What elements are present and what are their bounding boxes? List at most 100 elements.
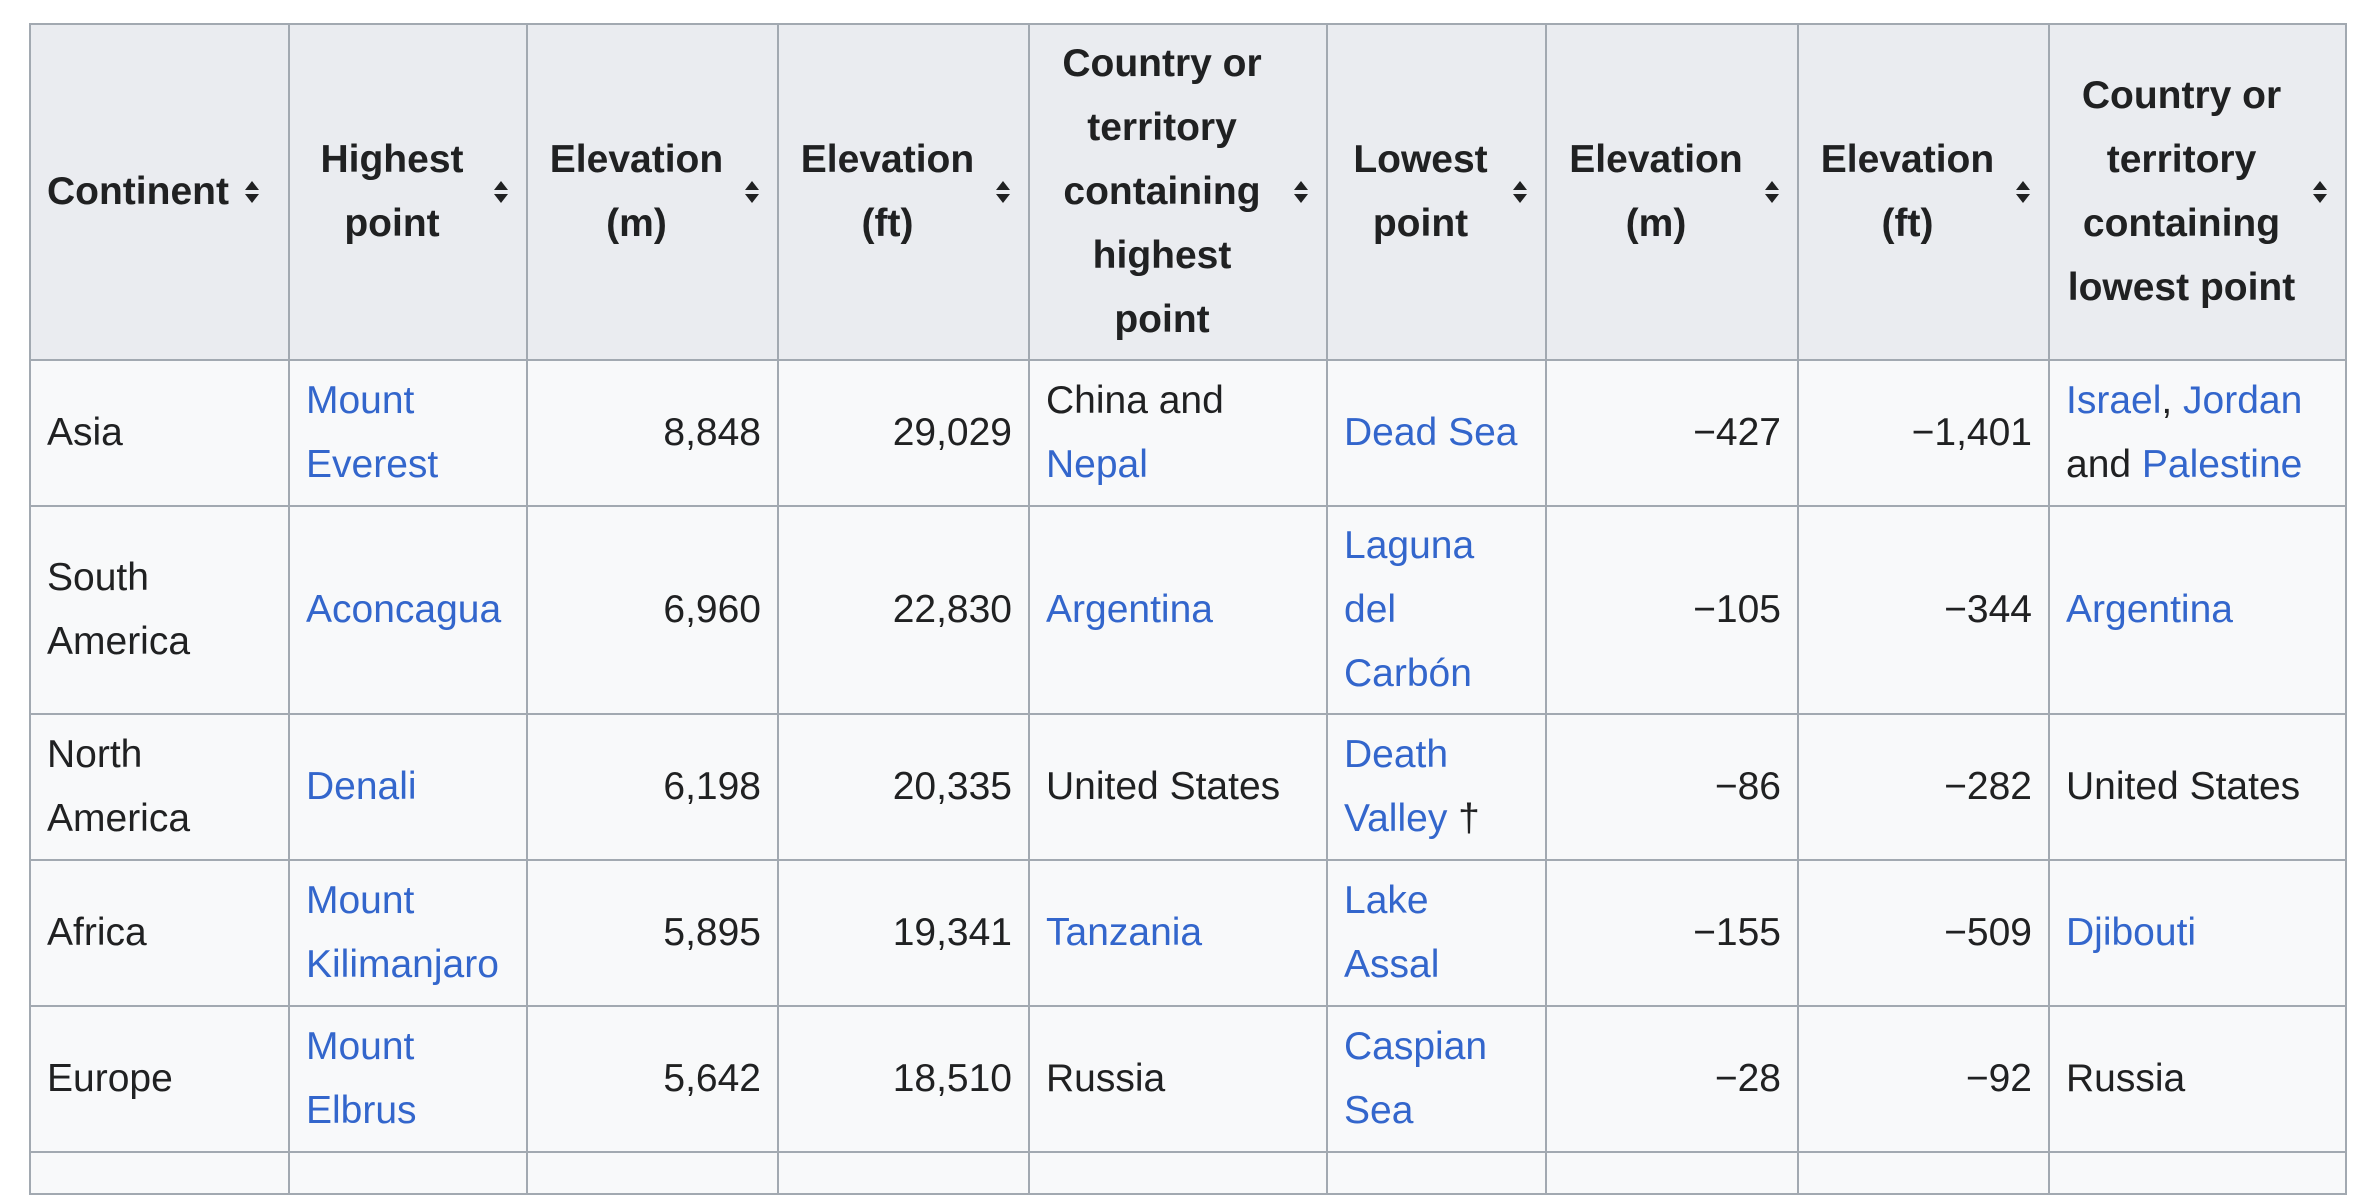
highest-point-link[interactable]: Mount Elbrus — [306, 1025, 417, 1132]
cell-high-ft: 20,335 — [777, 713, 1030, 861]
cell-empty — [1326, 1151, 1547, 1195]
cell-high-country: China and Nepal — [1028, 359, 1328, 507]
header-label: Highest point — [320, 138, 464, 245]
sort-up-down-icon[interactable] — [1763, 179, 1781, 205]
sort-up-down-icon[interactable] — [2014, 179, 2032, 205]
cell-lowest-point: Lake Assal — [1326, 859, 1547, 1007]
header-continent[interactable]: Continent — [29, 23, 290, 361]
cell-high-ft: 19,341 — [777, 859, 1030, 1007]
highest-point-link[interactable]: Denali — [306, 765, 417, 808]
cell-low-ft: −344 — [1797, 505, 2050, 715]
header-label: Lowest point — [1353, 138, 1488, 245]
header-lowest-country[interactable]: Country or territory containing lowest p… — [2048, 23, 2347, 361]
cell-high-m: 6,198 — [526, 713, 779, 861]
cell-continent: Europe — [29, 1005, 290, 1153]
cell-low-ft: −282 — [1797, 713, 2050, 861]
country-link[interactable]: Djibouti — [2066, 911, 2197, 954]
cell-lowest-point: Laguna del Carbón — [1326, 505, 1547, 715]
table-row: Asia Mount Everest 8,848 29,029 China an… — [29, 359, 2347, 507]
cell-low-m: −86 — [1545, 713, 1799, 861]
cell-continent: South America — [29, 505, 290, 715]
sort-up-down-icon[interactable] — [492, 179, 510, 205]
cell-low-m: −28 — [1545, 1005, 1799, 1153]
table-row-partial — [29, 1151, 2347, 1195]
cell-low-m: −427 — [1545, 359, 1799, 507]
cell-empty — [526, 1151, 779, 1195]
cell-high-m: 6,960 — [526, 505, 779, 715]
sort-up-down-icon[interactable] — [994, 179, 1012, 205]
sort-up-down-icon[interactable] — [243, 179, 261, 205]
highest-point-link[interactable]: Mount Kilimanjaro — [306, 879, 499, 986]
cell-highest-point: Mount Elbrus — [288, 1005, 528, 1153]
cell-high-country: Russia — [1028, 1005, 1328, 1153]
cell-high-ft: 22,830 — [777, 505, 1030, 715]
header-label: Elevation (m) — [549, 138, 724, 245]
cell-empty — [29, 1151, 290, 1195]
lowest-point-link[interactable]: Caspian Sea — [1344, 1025, 1488, 1132]
cell-highest-point: Mount Kilimanjaro — [288, 859, 528, 1007]
cell-continent: North America — [29, 713, 290, 861]
cell-high-country: United States — [1028, 713, 1328, 861]
country-text: China and — [1046, 379, 1224, 422]
cell-high-country: Argentina — [1028, 505, 1328, 715]
lowest-point-link[interactable]: Lake Assal — [1344, 879, 1440, 986]
lowest-point-link[interactable]: Laguna del Carbón — [1344, 524, 1475, 695]
cell-high-m: 5,895 — [526, 859, 779, 1007]
cell-empty — [1797, 1151, 2050, 1195]
header-label: Continent — [47, 170, 229, 213]
country-link[interactable]: Jordan — [2183, 379, 2303, 422]
header-row: Continent Highest point Elevation (m) El… — [29, 23, 2347, 361]
cell-low-country: Israel, Jordan and Palestine — [2048, 359, 2347, 507]
cell-high-m: 8,848 — [526, 359, 779, 507]
cell-highest-point: Aconcagua — [288, 505, 528, 715]
table-row: North America Denali 6,198 20,335 United… — [29, 713, 2347, 861]
sort-up-down-icon[interactable] — [1292, 179, 1310, 205]
header-highest-elevation-ft[interactable]: Elevation (ft) — [777, 23, 1030, 361]
lowest-point-link[interactable]: Dead Sea — [1344, 411, 1518, 454]
sort-up-down-icon[interactable] — [1511, 179, 1529, 205]
country-link[interactable]: Argentina — [2066, 588, 2233, 631]
separator-text: and — [2066, 443, 2142, 486]
header-highest-country[interactable]: Country or territory containing highest … — [1028, 23, 1328, 361]
header-lowest-point[interactable]: Lowest point — [1326, 23, 1547, 361]
cell-low-country: Argentina — [2048, 505, 2347, 715]
header-highest-elevation-m[interactable]: Elevation (m) — [526, 23, 779, 361]
sort-up-down-icon[interactable] — [2311, 179, 2329, 205]
sort-up-down-icon[interactable] — [743, 179, 761, 205]
header-lowest-elevation-ft[interactable]: Elevation (ft) — [1797, 23, 2050, 361]
header-label: Elevation (m) — [1569, 138, 1743, 245]
cell-low-ft: −1,401 — [1797, 359, 2050, 507]
cell-lowest-point: Caspian Sea — [1326, 1005, 1547, 1153]
cell-low-ft: −92 — [1797, 1005, 2050, 1153]
cell-low-country: Djibouti — [2048, 859, 2347, 1007]
cell-highest-point: Denali — [288, 713, 528, 861]
header-label: Elevation (ft) — [1820, 138, 1995, 245]
header-lowest-elevation-m[interactable]: Elevation (m) — [1545, 23, 1799, 361]
country-link[interactable]: Palestine — [2141, 443, 2303, 486]
country-link[interactable]: Nepal — [1046, 443, 1148, 486]
cell-empty — [1028, 1151, 1328, 1195]
cell-empty — [777, 1151, 1030, 1195]
header-label: Country or territory containing highest … — [1062, 42, 1262, 341]
separator-text: , — [2161, 379, 2184, 422]
table-row: Africa Mount Kilimanjaro 5,895 19,341 Ta… — [29, 859, 2347, 1007]
cell-empty — [2048, 1151, 2347, 1195]
highest-point-link[interactable]: Aconcagua — [306, 588, 502, 631]
country-link[interactable]: Tanzania — [1046, 911, 1203, 954]
lowest-point-link[interactable]: Death Valley — [1344, 733, 1449, 840]
cell-continent: Asia — [29, 359, 290, 507]
header-highest-point[interactable]: Highest point — [288, 23, 528, 361]
country-link[interactable]: Argentina — [1046, 588, 1213, 631]
cell-low-m: −155 — [1545, 859, 1799, 1007]
cell-low-m: −105 — [1545, 505, 1799, 715]
cell-empty — [288, 1151, 528, 1195]
cell-high-country: Tanzania — [1028, 859, 1328, 1007]
cell-lowest-point: Death Valley † — [1326, 713, 1547, 861]
cell-continent: Africa — [29, 859, 290, 1007]
highest-point-link[interactable]: Mount Everest — [306, 379, 439, 486]
header-label: Country or territory containing lowest p… — [2067, 74, 2296, 309]
country-link[interactable]: Israel — [2066, 379, 2162, 422]
elevation-extremes-table: Continent Highest point Elevation (m) El… — [29, 23, 2347, 1195]
cell-high-ft: 18,510 — [777, 1005, 1030, 1153]
table-container: Continent Highest point Elevation (m) El… — [29, 23, 2347, 1195]
